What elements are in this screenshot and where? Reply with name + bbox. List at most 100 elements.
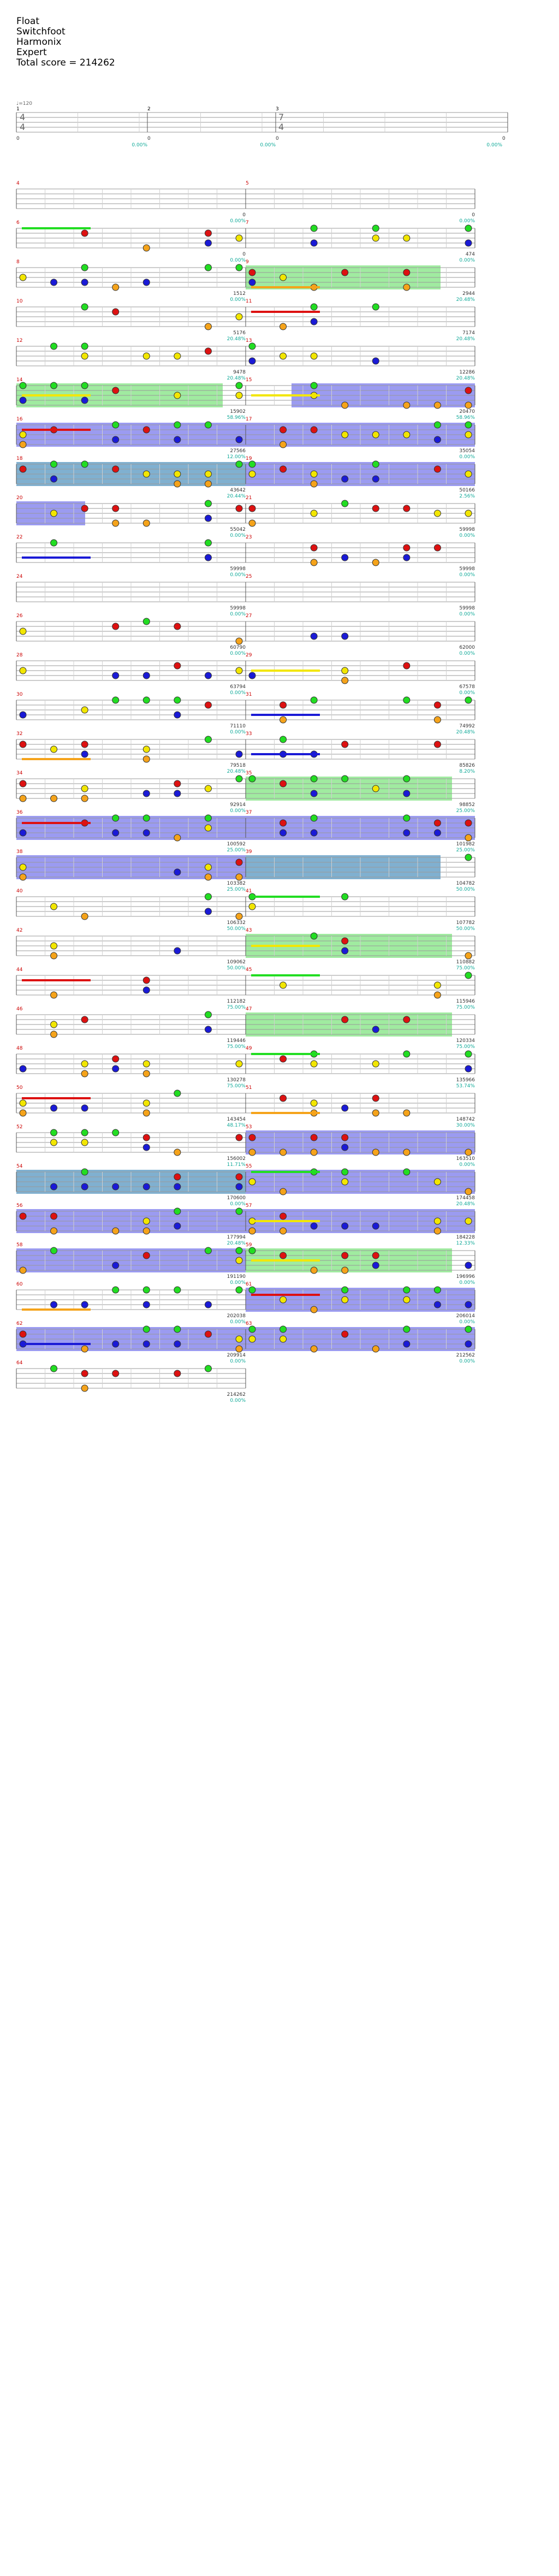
blue-note [310,1222,318,1230]
orange-note [19,1266,27,1274]
total-score: Total score = 214262 [16,57,115,68]
measure-number: 50 [16,1085,23,1091]
red-note [280,1094,287,1102]
green-sustain [22,227,91,229]
yellow-note [204,863,212,871]
measure-score: 106332 [227,920,246,926]
blue-note [310,790,318,797]
measure-score: 0 [242,212,246,218]
blue-note [341,1222,349,1230]
measure-staff [245,188,475,209]
measure-number: 4 [16,181,20,186]
measure-score: 50166 [459,488,475,493]
measure-number: 16 [16,417,23,422]
measure-staff [16,542,246,563]
blue-note [465,1301,472,1308]
orange-note [142,519,150,527]
blue-note [310,632,318,640]
measure-score: 2944 [462,291,475,297]
green-note [341,500,349,507]
yellow-note [50,942,58,950]
overdrive-percent: 50.00% [227,966,246,971]
red-note [204,1330,212,1338]
blue-note [174,790,181,797]
yellow-note [280,1296,287,1304]
measure-score: 74992 [459,724,475,729]
yellow-note [341,1178,349,1186]
measure-number: 5 [246,181,249,186]
orange-note [142,1109,150,1117]
yellow-note [341,1296,349,1304]
yellow-sustain [251,1259,320,1262]
yellow-note [235,1257,243,1264]
red-note [433,465,441,473]
blue-note [81,1183,88,1191]
measure-score: 92914 [230,802,246,808]
time-signature-numerator: 4 [20,112,25,122]
yellow-note [465,1217,472,1225]
overdrive-percent: 20.48% [456,730,475,735]
measure-number: 59 [246,1242,252,1248]
measure-number: 38 [16,849,23,855]
overdrive-percent: 0.00% [230,1359,246,1364]
time-signature-denominator: 4 [20,122,25,132]
green-note [204,1247,212,1254]
measure-score: 119446 [227,1038,246,1044]
green-note [142,618,150,625]
measure-number: 49 [246,1046,252,1051]
green-note [204,1365,212,1372]
blue-note [341,947,349,955]
blue-note [142,790,150,797]
orange-note [433,1227,441,1235]
measure-number: 12 [16,338,22,344]
green-note [465,1050,472,1058]
blue-note [174,947,181,955]
overdrive-percent: 0.00% [260,143,276,148]
blue-note [465,1065,472,1073]
blue-note [204,672,212,679]
green-note [310,696,318,704]
measure-number: 64 [16,1360,23,1366]
measure-number: 15 [246,377,252,383]
time-signature-numerator: 7 [278,112,284,122]
blue-note [248,672,256,679]
overdrive-percent: 30.00% [456,1123,475,1128]
green-sustain [251,896,320,898]
overdrive-percent: 0.00% [230,808,246,814]
overdrive-percent: 0.00% [459,218,475,224]
measure-staff [16,188,246,209]
orange-note [310,559,318,566]
yellow-note [465,431,472,439]
blue-note [248,279,256,286]
overdrive-percent: 50.00% [456,926,475,932]
red-sustain [251,1294,320,1296]
blue-note [310,239,318,247]
green-note [465,224,472,232]
orange-note [142,244,150,252]
measure-staff [245,1053,475,1074]
orange-note [81,795,88,802]
yellow-note [81,352,88,360]
green-note [204,539,212,547]
orange-note [235,913,243,920]
blue-note [142,1183,150,1191]
blue-note [403,829,411,837]
measure-score: 7174 [462,330,475,336]
overdrive-percent: 58.96% [456,415,475,421]
green-note [174,1089,181,1097]
red-note [174,1370,181,1377]
tempo-label: ♩=120 [16,101,32,106]
measure-staff [245,503,475,524]
yellow-note [235,234,243,242]
red-sustain [22,979,91,981]
orange-note [19,441,27,448]
blue-note [142,279,150,286]
green-note [372,460,379,468]
measure-score: 71110 [230,724,246,729]
red-note [19,1330,27,1338]
blue-sustain [22,556,91,559]
overdrive-percent: 25.00% [227,848,246,853]
red-note [280,426,287,434]
red-note [235,858,243,866]
red-note [310,1134,318,1141]
